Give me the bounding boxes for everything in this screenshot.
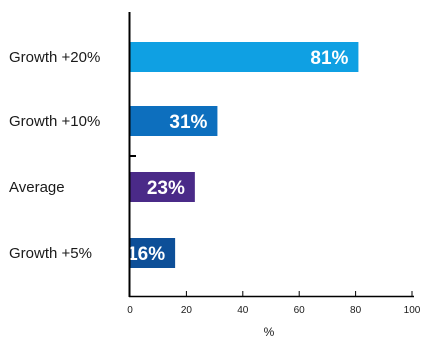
bar-value-label: 81% [310,48,348,69]
x-tick-label: 20 [181,305,193,316]
x-tick-label: 80 [350,305,362,316]
x-ticks: 0 20 40 60 80 100 [127,291,421,316]
x-axis-title: % [264,325,275,338]
bars-group: 81% 31% 23% 16% [127,42,359,268]
category-labels: Growth +20% Growth +10% Average Growth +5% [9,49,100,262]
bar-1 [130,42,359,72]
bar-value-label: 31% [169,112,207,133]
bar-value-label: 16% [127,244,165,265]
x-tick-label: 40 [237,305,249,316]
bar-4 [130,238,176,268]
category-label: Growth +10% [9,113,100,130]
category-label: Growth +20% [9,49,100,66]
x-tick-label: 0 [127,305,133,316]
x-tick-label: 100 [404,305,421,316]
x-tick-label: 60 [294,305,306,316]
category-label: Growth +5% [9,245,92,262]
bar-3 [130,172,195,202]
bar-value-label: 23% [147,178,185,199]
category-label: Average [9,179,65,196]
bar-2 [130,106,218,136]
